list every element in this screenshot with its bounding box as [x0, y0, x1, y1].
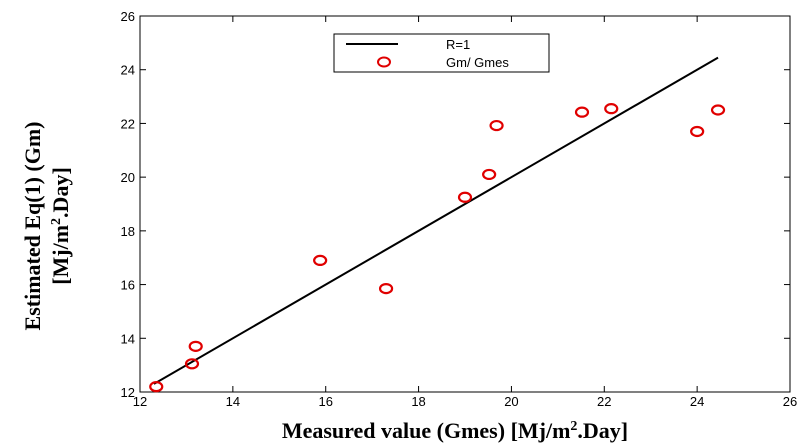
y-tick-label: 16	[121, 278, 135, 293]
x-axis-title-main: Measured value (Gmes) [Mj/m	[282, 418, 571, 443]
data-point	[690, 125, 705, 138]
data-marks	[149, 56, 726, 393]
y-tick-label: 18	[121, 224, 135, 239]
plot-area	[139, 15, 791, 393]
y-tick-label: 22	[121, 116, 135, 131]
x-axis-title-sup: 2	[570, 419, 577, 434]
data-point	[489, 119, 504, 132]
y-tick-label: 12	[121, 385, 135, 400]
data-point	[604, 103, 619, 115]
legend-label-gm-gmes: Gm/ Gmes	[446, 55, 509, 70]
y-tick-label: 26	[121, 9, 135, 24]
data-point	[188, 340, 203, 352]
data-point	[184, 358, 200, 370]
data-point	[482, 168, 497, 181]
legend: R=1 Gm/ Gmes	[333, 33, 550, 73]
reference-line-r1	[153, 56, 719, 385]
x-tick-label: 26	[783, 394, 797, 409]
data-point	[574, 106, 590, 118]
y-tick-label: 14	[121, 331, 135, 346]
plot-border	[139, 15, 791, 393]
legend-box	[333, 33, 550, 73]
x-tick-label: 14	[226, 394, 240, 409]
data-point	[313, 254, 328, 266]
y-axis-title-line2-sup: 2	[49, 218, 64, 225]
data-point	[149, 381, 164, 393]
y-axis-title-line2-end: .Day]	[48, 167, 73, 218]
y-axis-title-line2-main: [Mj/m	[48, 225, 73, 285]
x-tick-label: 16	[318, 394, 332, 409]
y-axis-title-line1: Estimated Eq(1) (Gm)	[20, 122, 45, 331]
legend-label-r1: R=1	[446, 37, 470, 52]
y-tick-label: 24	[121, 63, 135, 78]
x-axis-title: Measured value (Gmes) [Mj/m2.Day]	[282, 418, 628, 443]
x-tick-label: 18	[411, 394, 425, 409]
x-tick-label: 22	[597, 394, 611, 409]
x-tick-label: 20	[504, 394, 518, 409]
x-tick-label: 12	[133, 394, 147, 409]
y-axis-title-line2: [Mj/m2.Day]	[48, 167, 73, 285]
data-point	[378, 283, 394, 295]
x-tick-label: 24	[690, 394, 704, 409]
data-point	[710, 104, 726, 116]
x-axis-title-end: .Day]	[577, 418, 628, 443]
legend-circle-marker	[377, 56, 391, 68]
axis-ticks: 12 14 16 18 20 22 24 26 12 14 16 18 20 22 24 26	[121, 9, 798, 409]
y-tick-label: 20	[121, 170, 135, 185]
data-point	[457, 191, 473, 203]
